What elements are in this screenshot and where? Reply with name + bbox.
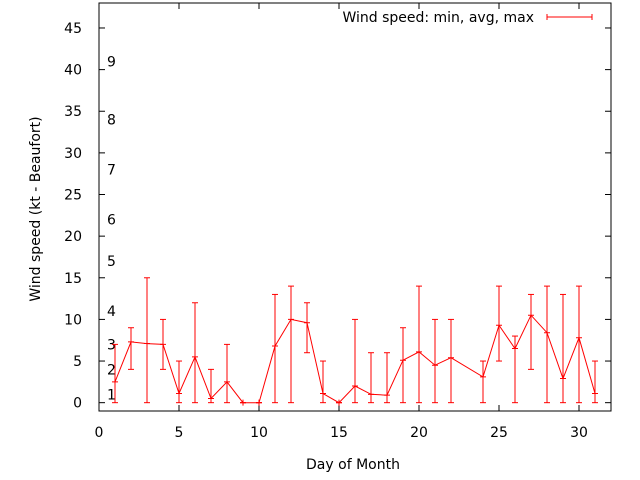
data-point bbox=[384, 392, 390, 399]
beaufort-label-6: 6 bbox=[107, 212, 116, 228]
y-tick-label: 20 bbox=[64, 229, 82, 245]
x-axis-title: Day of Month bbox=[306, 457, 400, 473]
beaufort-label-7: 7 bbox=[107, 163, 116, 179]
beaufort-label-4: 4 bbox=[107, 304, 116, 320]
x-tick-label: 30 bbox=[570, 425, 588, 441]
data-point bbox=[144, 340, 150, 347]
y-tick-label: 35 bbox=[64, 104, 82, 120]
y-tick-label: 30 bbox=[64, 146, 82, 162]
beaufort-label-3: 3 bbox=[107, 337, 116, 353]
data-point bbox=[272, 343, 278, 350]
data-point bbox=[320, 390, 326, 397]
x-tick-label: 5 bbox=[175, 425, 184, 441]
beaufort-label-5: 5 bbox=[107, 254, 116, 270]
y-tick-label: 10 bbox=[64, 312, 82, 328]
y-tick-label: 15 bbox=[64, 271, 82, 287]
beaufort-label-8: 8 bbox=[107, 113, 116, 129]
x-tick-label: 15 bbox=[330, 425, 348, 441]
plot-frame bbox=[98, 2, 612, 412]
data-point bbox=[400, 357, 406, 364]
x-tick-label: 25 bbox=[490, 425, 508, 441]
data-point bbox=[368, 391, 374, 398]
data-point bbox=[224, 378, 230, 385]
legend: Wind speed: min, avg, max bbox=[342, 10, 593, 26]
data-point bbox=[192, 353, 198, 360]
x-tick-label: 10 bbox=[250, 425, 268, 441]
data-point bbox=[256, 399, 262, 406]
data-point bbox=[288, 316, 294, 323]
series-line-0 bbox=[114, 314, 596, 404]
data-point bbox=[352, 383, 358, 390]
beaufort-label-1: 1 bbox=[107, 387, 116, 403]
data-point bbox=[112, 378, 118, 385]
data-point bbox=[592, 390, 598, 397]
data-point bbox=[208, 395, 214, 402]
y-tick-label: 40 bbox=[64, 63, 82, 79]
y-tick-label: 5 bbox=[73, 354, 82, 370]
y-tick-label: 25 bbox=[64, 188, 82, 204]
data-point bbox=[448, 354, 454, 361]
data-point bbox=[544, 329, 550, 336]
data-point bbox=[416, 348, 422, 355]
data-point bbox=[576, 334, 582, 341]
data-point bbox=[512, 345, 518, 352]
plot-border bbox=[98, 2, 612, 412]
data-point bbox=[160, 341, 166, 348]
data-point bbox=[128, 338, 134, 345]
beaufort-label-9: 9 bbox=[107, 54, 116, 70]
x-tick-label: 0 bbox=[95, 425, 104, 441]
x-axis: 0 5 10 15 20 25 30 bbox=[95, 3, 588, 441]
data-point bbox=[560, 375, 566, 382]
data-point bbox=[304, 319, 310, 326]
y-axis-title: Wind speed (kt - Beaufort) bbox=[28, 116, 44, 301]
y-tick-label: 0 bbox=[73, 396, 82, 412]
x-tick-label: 20 bbox=[410, 425, 428, 441]
series-layer bbox=[112, 277, 598, 406]
legend-label: Wind speed: min, avg, max bbox=[342, 10, 534, 26]
data-point bbox=[480, 373, 486, 380]
beaufort-scale: 1 2 3 4 5 6 7 8 9 bbox=[107, 54, 116, 403]
data-point bbox=[528, 312, 534, 319]
data-point bbox=[496, 322, 502, 329]
data-point bbox=[240, 399, 246, 406]
data-point bbox=[336, 399, 342, 406]
beaufort-label-2: 2 bbox=[107, 362, 116, 378]
data-point bbox=[176, 390, 182, 397]
data-point bbox=[432, 362, 438, 369]
y-tick-label: 45 bbox=[64, 21, 82, 37]
